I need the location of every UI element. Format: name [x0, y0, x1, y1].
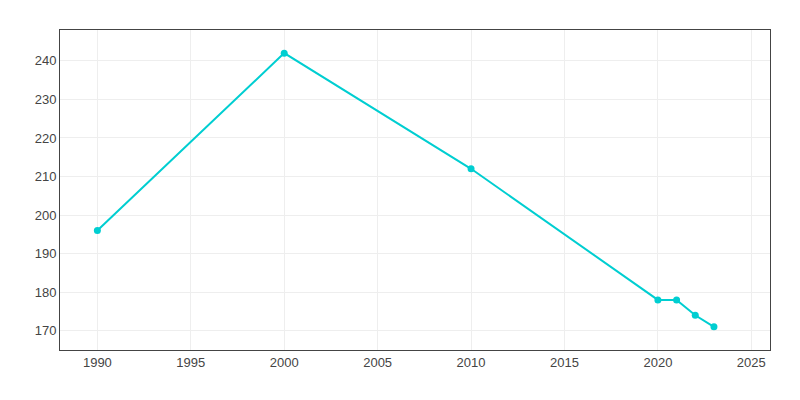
svg-text:2020: 2020 [643, 355, 672, 370]
svg-text:2025: 2025 [737, 355, 766, 370]
svg-text:200: 200 [35, 208, 57, 223]
svg-text:2005: 2005 [363, 355, 392, 370]
svg-text:2015: 2015 [550, 355, 579, 370]
svg-text:220: 220 [35, 131, 57, 146]
svg-text:180: 180 [35, 285, 57, 300]
svg-text:190: 190 [35, 246, 57, 261]
svg-text:210: 210 [35, 169, 57, 184]
svg-text:2000: 2000 [270, 355, 299, 370]
svg-text:240: 240 [35, 53, 57, 68]
svg-text:2010: 2010 [457, 355, 486, 370]
svg-text:1995: 1995 [176, 355, 205, 370]
svg-text:1990: 1990 [83, 355, 112, 370]
svg-text:170: 170 [35, 323, 57, 338]
svg-text:230: 230 [35, 92, 57, 107]
